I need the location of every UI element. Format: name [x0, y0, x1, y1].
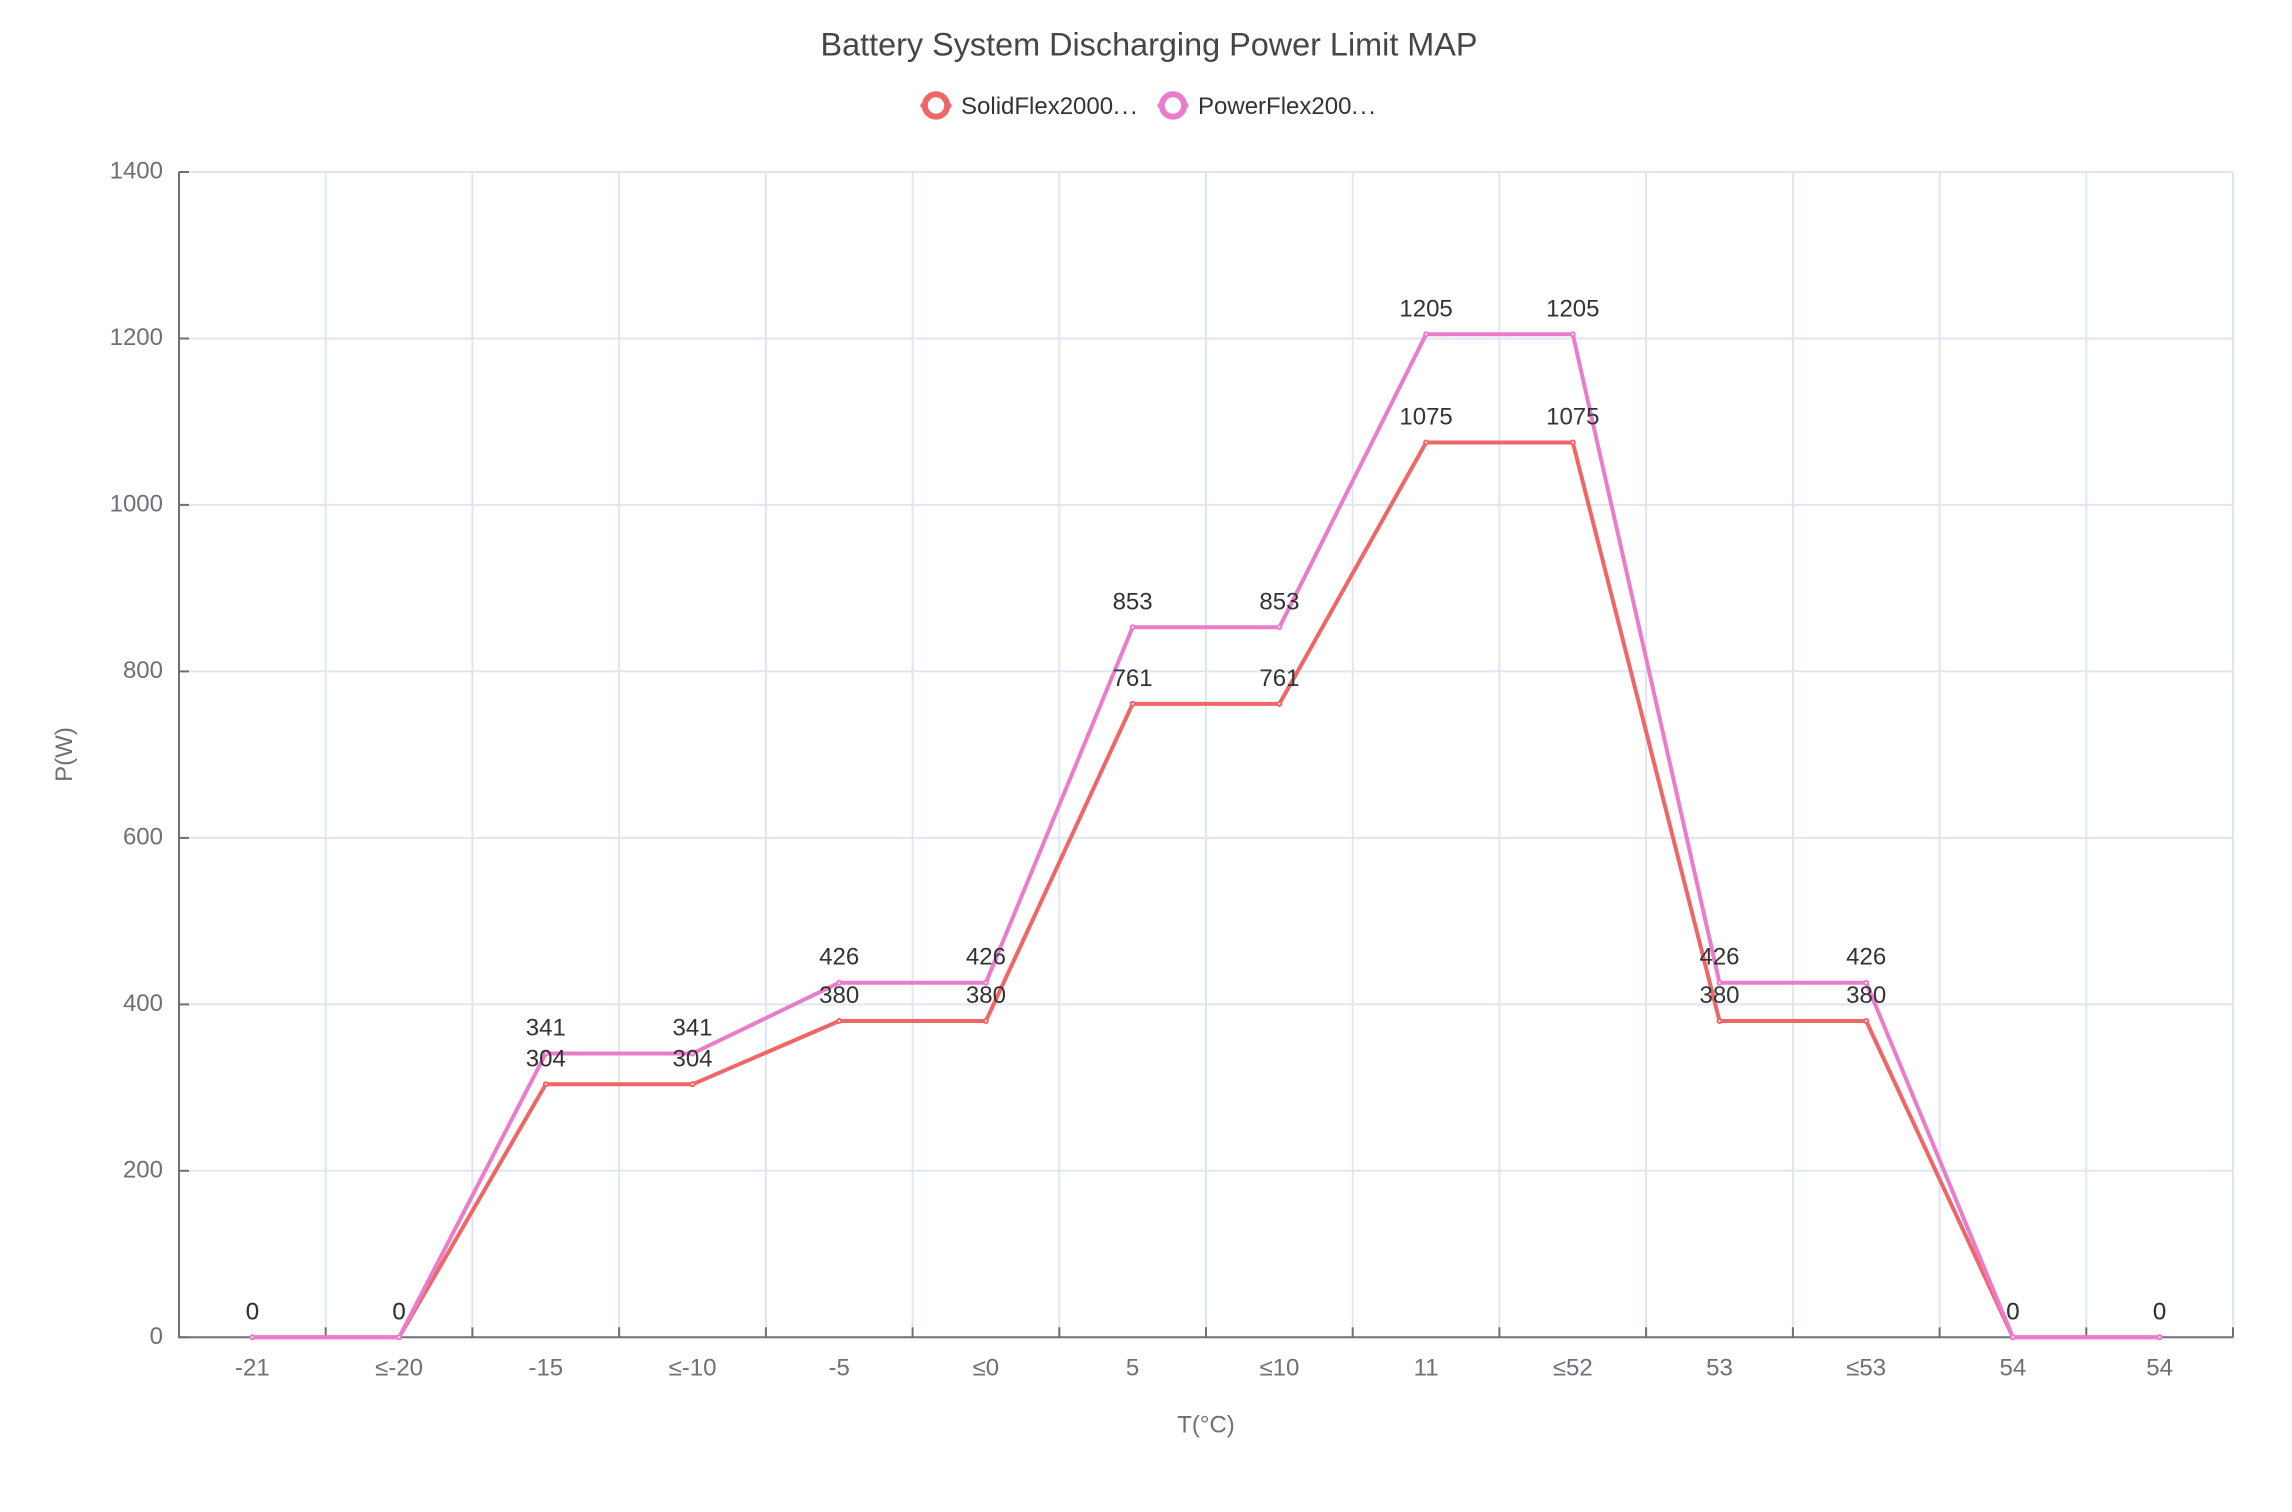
- svg-text:1400: 1400: [110, 158, 163, 185]
- svg-text:0: 0: [2006, 1298, 2019, 1325]
- svg-text:1205: 1205: [1546, 295, 1599, 322]
- svg-text:0: 0: [246, 1298, 259, 1325]
- svg-text:1075: 1075: [1546, 404, 1599, 431]
- svg-text:426: 426: [966, 944, 1006, 971]
- svg-text:0: 0: [392, 1298, 405, 1325]
- svg-text:304: 304: [672, 1045, 712, 1072]
- svg-text:P(W): P(W): [51, 727, 78, 782]
- svg-text:853: 853: [1259, 588, 1299, 615]
- svg-text:304: 304: [526, 1045, 566, 1072]
- svg-text:0: 0: [150, 1323, 163, 1350]
- svg-text:-21: -21: [235, 1355, 270, 1382]
- svg-text:380: 380: [1846, 982, 1886, 1009]
- svg-text:PowerFlex200...: PowerFlex200...: [1198, 93, 1377, 120]
- svg-text:53: 53: [1706, 1355, 1733, 1382]
- svg-text:11: 11: [1414, 1355, 1439, 1382]
- svg-text:1075: 1075: [1399, 404, 1452, 431]
- svg-text:761: 761: [1113, 665, 1153, 692]
- svg-text:341: 341: [672, 1015, 712, 1042]
- svg-text:0: 0: [2006, 1298, 2019, 1325]
- svg-text:54: 54: [2146, 1355, 2173, 1382]
- svg-text:1000: 1000: [110, 490, 163, 517]
- svg-text:426: 426: [819, 944, 859, 971]
- svg-text:600: 600: [123, 823, 163, 850]
- svg-text:≤10: ≤10: [1259, 1355, 1299, 1382]
- svg-text:200: 200: [123, 1156, 163, 1183]
- svg-text:0: 0: [2153, 1298, 2166, 1325]
- svg-text:Battery System Discharging Pow: Battery System Discharging Power Limit M…: [820, 27, 1477, 63]
- svg-text:≤-20: ≤-20: [375, 1355, 423, 1382]
- svg-text:761: 761: [1259, 665, 1299, 692]
- svg-text:853: 853: [1113, 588, 1153, 615]
- svg-text:800: 800: [123, 657, 163, 684]
- svg-text:≤53: ≤53: [1846, 1355, 1886, 1382]
- svg-text:0: 0: [246, 1298, 259, 1325]
- svg-text:400: 400: [123, 990, 163, 1017]
- svg-text:380: 380: [1699, 982, 1739, 1009]
- svg-text:-5: -5: [829, 1355, 850, 1382]
- svg-text:1205: 1205: [1399, 295, 1452, 322]
- svg-text:0: 0: [392, 1298, 405, 1325]
- svg-text:-15: -15: [528, 1355, 563, 1382]
- svg-text:0: 0: [2153, 1298, 2166, 1325]
- svg-text:380: 380: [966, 982, 1006, 1009]
- svg-text:1200: 1200: [110, 324, 163, 351]
- svg-text:54: 54: [2000, 1355, 2027, 1382]
- svg-text:426: 426: [1699, 944, 1739, 971]
- svg-text:≤52: ≤52: [1553, 1355, 1593, 1382]
- svg-text:380: 380: [819, 982, 859, 1009]
- svg-text:5: 5: [1126, 1355, 1139, 1382]
- svg-text:≤0: ≤0: [973, 1355, 1000, 1382]
- svg-text:≤-10: ≤-10: [669, 1355, 717, 1382]
- svg-text:SolidFlex2000...: SolidFlex2000...: [961, 93, 1139, 120]
- svg-text:341: 341: [526, 1015, 566, 1042]
- svg-text:T(°C): T(°C): [1177, 1412, 1235, 1439]
- svg-text:426: 426: [1846, 944, 1886, 971]
